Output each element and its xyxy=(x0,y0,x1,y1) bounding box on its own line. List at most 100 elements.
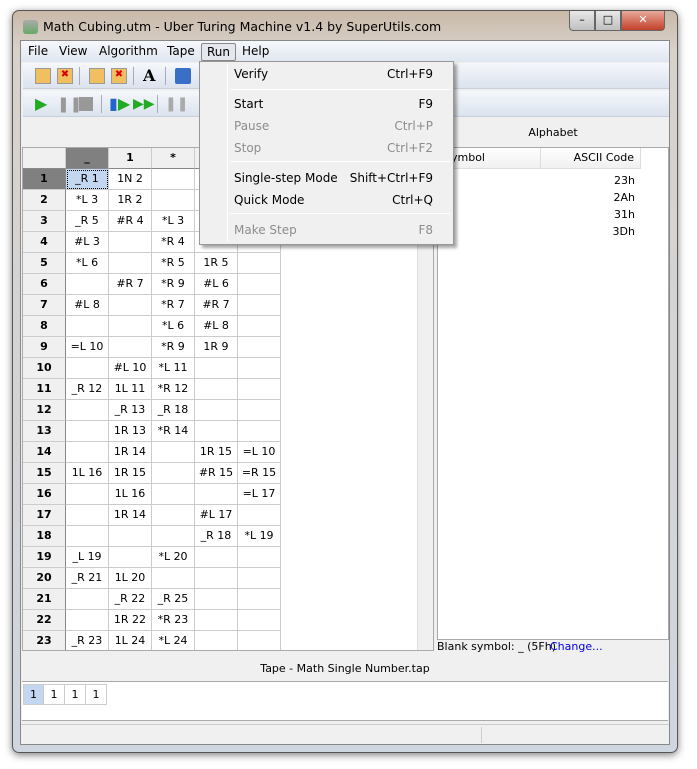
table-cell[interactable] xyxy=(238,295,281,316)
table-cell[interactable] xyxy=(238,631,281,650)
row-header[interactable]: 2 xyxy=(23,190,66,211)
table-cell[interactable]: *R 14 xyxy=(152,421,195,442)
table-cell[interactable] xyxy=(66,442,109,463)
table-cell[interactable]: *R 5 xyxy=(152,253,195,274)
row-header[interactable]: 14 xyxy=(23,442,66,463)
table-cell[interactable]: _R 18 xyxy=(195,526,238,547)
table-cell[interactable]: _R 22 xyxy=(109,589,152,610)
table-cell[interactable] xyxy=(109,295,152,316)
table-cell[interactable] xyxy=(238,589,281,610)
row-header[interactable]: 10 xyxy=(23,358,66,379)
tape-cell[interactable]: 1 xyxy=(44,684,65,705)
add-state-icon[interactable] xyxy=(35,68,51,84)
table-cell[interactable]: 1L 24 xyxy=(109,631,152,650)
table-cell[interactable]: *R 7 xyxy=(152,295,195,316)
menu-item-verify[interactable]: Verify Ctrl+F9 xyxy=(203,63,451,85)
table-cell[interactable]: 1R 14 xyxy=(109,505,152,526)
table-cell[interactable]: *L 19 xyxy=(238,526,281,547)
table-cell[interactable]: *L 3 xyxy=(152,211,195,232)
alphabet-symbol[interactable]: # xyxy=(444,172,534,189)
table-cell[interactable] xyxy=(238,253,281,274)
table-cell[interactable]: _R 12 xyxy=(66,379,109,400)
row-header[interactable]: 18 xyxy=(23,526,66,547)
table-cell[interactable] xyxy=(195,631,238,650)
row-header[interactable]: 20 xyxy=(23,568,66,589)
table-cell[interactable]: 1R 13 xyxy=(109,421,152,442)
font-icon[interactable]: A xyxy=(143,66,156,85)
alphabet-symbol[interactable]: * xyxy=(444,189,534,206)
table-cell[interactable]: #L 8 xyxy=(195,316,238,337)
table-cell[interactable] xyxy=(195,484,238,505)
column-ascii-code[interactable]: ASCII Code xyxy=(541,148,641,169)
table-cell[interactable] xyxy=(66,589,109,610)
row-header[interactable]: 16 xyxy=(23,484,66,505)
row-header[interactable]: 22 xyxy=(23,610,66,631)
alphabet-symbol[interactable]: 1 xyxy=(444,206,534,223)
row-header[interactable]: 6 xyxy=(23,274,66,295)
row-header[interactable]: 23 xyxy=(23,631,66,650)
table-cell[interactable] xyxy=(152,190,195,211)
table-cell[interactable] xyxy=(152,484,195,505)
table-cell[interactable] xyxy=(238,274,281,295)
table-cell[interactable] xyxy=(152,505,195,526)
row-header[interactable]: 12 xyxy=(23,400,66,421)
table-cell[interactable] xyxy=(238,358,281,379)
table-cell[interactable]: *L 6 xyxy=(152,316,195,337)
menu-algorithm[interactable]: Algorithm xyxy=(99,44,158,58)
table-cell[interactable]: #R 7 xyxy=(109,274,152,295)
table-cell[interactable]: #L 10 xyxy=(109,358,152,379)
add-tape-icon[interactable] xyxy=(175,68,191,84)
table-cell[interactable]: #L 8 xyxy=(66,295,109,316)
table-cell[interactable]: *R 9 xyxy=(152,337,195,358)
tape-cell[interactable]: 1 xyxy=(23,684,44,705)
menu-tape[interactable]: Tape xyxy=(167,44,195,58)
table-cell[interactable] xyxy=(152,463,195,484)
quick-mode-icon[interactable]: ▶▶ xyxy=(133,96,155,112)
tape-cell[interactable]: 1 xyxy=(86,684,107,705)
alphabet-code[interactable]: 31h xyxy=(614,208,635,221)
table-cell[interactable] xyxy=(109,316,152,337)
algorithm-scrollbar[interactable] xyxy=(417,148,433,650)
menu-item-single-step-mode[interactable]: Single-step Mode Shift+Ctrl+F9 xyxy=(203,167,451,189)
menu-help[interactable]: Help xyxy=(242,44,270,58)
add-symbol-icon[interactable] xyxy=(89,68,105,84)
table-cell[interactable] xyxy=(152,568,195,589)
table-cell[interactable] xyxy=(195,379,238,400)
table-cell[interactable]: 1R 22 xyxy=(109,610,152,631)
table-cell[interactable]: 1L 16 xyxy=(66,463,109,484)
table-cell[interactable]: _R 13 xyxy=(109,400,152,421)
row-header[interactable]: 13 xyxy=(23,421,66,442)
row-header[interactable]: 5 xyxy=(23,253,66,274)
table-cell[interactable] xyxy=(109,253,152,274)
row-header[interactable]: 8 xyxy=(23,316,66,337)
table-cell[interactable] xyxy=(238,610,281,631)
table-cell[interactable] xyxy=(152,169,195,190)
alphabet-code[interactable]: 2Ah xyxy=(613,191,636,204)
change-blank-link[interactable]: Change... xyxy=(550,640,603,653)
table-cell[interactable]: _R 23 xyxy=(66,631,109,650)
table-cell[interactable]: _R 1 xyxy=(66,169,109,190)
menu-file[interactable]: File xyxy=(28,44,49,58)
table-cell[interactable] xyxy=(109,232,152,253)
table-cell[interactable]: #R 4 xyxy=(109,211,152,232)
row-header[interactable]: 4 xyxy=(23,232,66,253)
column-symbol[interactable]: Symbol xyxy=(438,148,541,169)
table-cell[interactable]: 1R 15 xyxy=(109,463,152,484)
row-header[interactable]: 1 xyxy=(23,169,66,190)
start-icon[interactable]: ▶ xyxy=(35,94,48,113)
table-cell[interactable] xyxy=(238,337,281,358)
menu-item-quick-mode[interactable]: Quick Mode Ctrl+Q xyxy=(203,189,451,211)
table-cell[interactable] xyxy=(66,316,109,337)
row-header[interactable]: 7 xyxy=(23,295,66,316)
table-cell[interactable]: *L 6 xyxy=(66,253,109,274)
table-cell[interactable] xyxy=(238,379,281,400)
column-header[interactable]: * xyxy=(152,148,195,169)
table-cell[interactable] xyxy=(195,547,238,568)
table-cell[interactable]: _R 21 xyxy=(66,568,109,589)
table-cell[interactable] xyxy=(66,400,109,421)
table-cell[interactable]: *L 20 xyxy=(152,547,195,568)
minimize-button[interactable]: – xyxy=(569,11,595,31)
table-cell[interactable] xyxy=(238,421,281,442)
menu-run[interactable]: Run xyxy=(201,43,237,61)
table-cell[interactable]: =L 17 xyxy=(238,484,281,505)
